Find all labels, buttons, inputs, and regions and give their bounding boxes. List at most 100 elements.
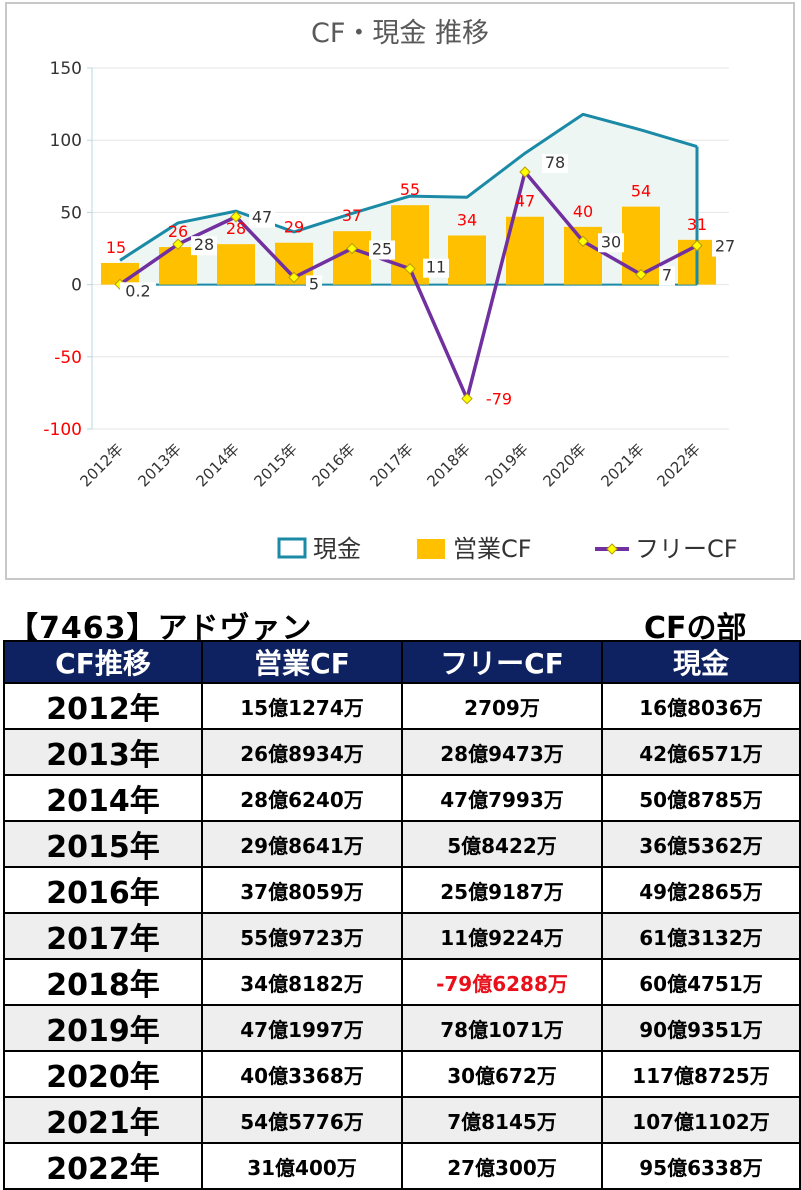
cf-cash-chart: CF・現金 推移 150 100 50 0 -50 -100 15 26 28 29 37 55 34 47… [43,18,738,563]
table-row: 2022年 31億400万 27億300万 95億6338万 [3,1142,801,1190]
operating-cf-data-label: 34 [457,211,477,230]
legend-label-free-cf: フリーCF [635,535,738,563]
free-cf-label-bg [659,266,675,286]
table-row: 2014年 28億6240万 47億7993万 50億8785万 [3,774,801,822]
table-cell-cash: 36億5362万 [601,820,801,868]
table-cell-year: 2018年 [3,958,203,1006]
operating-cf-bar [333,231,371,285]
legend-label-operating-cf: 営業CF [453,535,532,563]
free-cf-data-label: 5 [309,274,319,293]
operating-cf-data-label: 31 [687,215,707,234]
table-cell-free-cf: 2709万 [401,682,603,730]
table-row: 2015年 29億8641万 5億8422万 36億5362万 [3,820,801,868]
operating-cf-data-label: 28 [226,219,246,238]
table-cell-free-cf: 5億8422万 [401,820,603,868]
legend-swatch-operating-cf [417,539,445,559]
free-cf-label-bg [423,258,449,278]
table-cell-operating-cf: 29億8641万 [201,820,403,868]
operating-cf-data-label: 26 [168,222,188,241]
cash-line [119,112,698,262]
y-tick-label: -100 [43,420,82,440]
table-cell-year: 2012年 [3,682,203,730]
legend-swatch-cash [277,537,307,559]
free-cf-label-bg [712,237,738,257]
free-cf-data-label: 78 [545,153,565,172]
y-tick-label: -50 [54,348,82,368]
x-tick-label: 2020年 [539,440,589,490]
x-tick-label: 2016年 [308,440,358,490]
table-cell-year: 2013年 [3,728,203,776]
table-cell-cash: 117億8725万 [601,1050,801,1098]
free-cf-data-label: 30 [601,232,621,251]
operating-cf-bar [564,226,602,285]
table-cell-operating-cf: 15億1274万 [201,682,403,730]
operating-cf-bar [448,235,486,285]
table-cell-operating-cf: 34億8182万 [201,958,403,1006]
table-row: 2019年 47億1997万 78億1071万 90億9351万 [3,1004,801,1052]
free-cf-label-bg [306,275,322,295]
table-cell-free-cf: 27億300万 [401,1142,603,1190]
table-cell-operating-cf: 40億3368万 [201,1050,403,1098]
chart-frame: CF・現金 推移 150 100 50 0 -50 -100 15 26 28 29 37 55 34 47… [5,2,795,580]
table-cell-cash: 49億2865万 [601,866,801,914]
table-row: 2020年 40億3368万 30億672万 117億8725万 [3,1050,801,1098]
free-cf-marker [691,239,703,252]
free-cf-data-label: 47 [252,208,272,227]
header-free-cf: フリーCF [401,640,603,684]
table-cell-cash: 61億3132万 [601,912,801,960]
x-tick-label: 2022年 [653,440,703,490]
table-cell-cash: 90億9351万 [601,1004,801,1052]
table-cell-operating-cf: 47億1997万 [201,1004,403,1052]
free-cf-label-bg [191,236,217,256]
operating-cf-data-label: 37 [342,206,362,225]
table-row: 2018年 34億8182万 -79億6288万 60億4751万 [3,958,801,1006]
table-cell-year: 2022年 [3,1142,203,1190]
table-cell-operating-cf: 55億9723万 [201,912,403,960]
table-cell-cash: 95億6338万 [601,1142,801,1190]
table-cell-cash: 107億1102万 [601,1096,801,1144]
free-cf-marker [404,263,416,275]
table-cell-year: 2021年 [3,1096,203,1144]
table-cell-cash: 50億8785万 [601,774,801,822]
table-header-row: CF推移 営業CF フリーCF 現金 [3,640,801,684]
operating-cf-data-label: 15 [106,238,126,257]
free-cf-marker [172,238,184,250]
cf-table: CF推移 営業CF フリーCF 現金 2012年 15億1274万 2709万 16億… [3,640,801,1190]
x-tick-label: 2018年 [423,440,473,490]
table-cell-year: 2015年 [3,820,203,868]
free-cf-data-label: 28 [194,235,214,254]
x-tick-label: 2012年 [76,440,126,490]
table-cell-free-cf: 11億9224万 [401,912,603,960]
table-row: 2013年 26億8934万 28億9473万 42億6571万 [3,728,801,776]
operating-cf-bar [217,244,255,285]
table-row: 2012年 15億1274万 2709万 16億8036万 [3,682,801,730]
header-cf-trend: CF推移 [3,640,203,684]
free-cf-label-bg [481,390,517,410]
free-cf-label-bg [249,208,275,228]
free-cf-data-label: 7 [662,265,672,284]
free-cf-marker [230,211,242,223]
table-cell-free-cf: 28億9473万 [401,728,603,776]
table-cell-year: 2020年 [3,1050,203,1098]
free-cf-marker [346,242,358,255]
table-cell-operating-cf: 28億6240万 [201,774,403,822]
free-cf-marker [635,268,647,281]
free-cf-label-bg [598,233,624,253]
table-cell-year: 2016年 [3,866,203,914]
table-cell-operating-cf: 31億400万 [201,1142,403,1190]
table-cell-operating-cf: 37億8059万 [201,866,403,914]
header-operating-cf: 営業CF [201,640,403,684]
table-cell-year: 2014年 [3,774,203,822]
y-tick-label: 150 [50,59,82,79]
table-cell-free-cf: 47億7993万 [401,774,603,822]
free-cf-label-bg [542,153,568,173]
free-cf-data-label: -79 [486,390,512,409]
free-cf-data-label: 25 [372,240,392,259]
table-row: 2021年 54億5776万 7億8145万 107億1102万 [3,1096,801,1144]
table-row: 2016年 37億8059万 25億9187万 49億2865万 [3,866,801,914]
free-cf-marker [519,166,531,178]
x-tick-label: 2013年 [134,440,184,490]
free-cf-data-label: 11 [426,258,446,277]
free-cf-marker [577,235,589,247]
operating-cf-data-label: 47 [515,192,535,211]
